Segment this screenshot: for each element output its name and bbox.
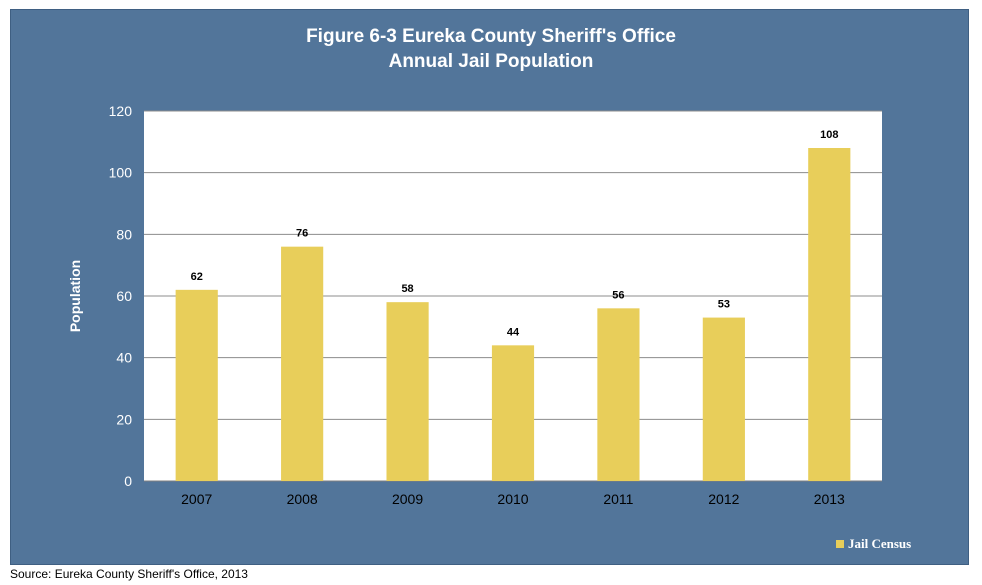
x-tick-label-2011: 2011 [603,491,633,507]
chart-figure: Figure 6-3 Eureka County Sheriff's Offic… [10,9,969,565]
data-label-2008: 76 [296,228,308,240]
legend-label: Jail Census [848,536,911,551]
data-label-2011: 56 [612,289,624,301]
chart-title-line1: Figure 6-3 Eureka County Sheriff's Offic… [306,26,676,47]
legend: Jail Census [836,536,911,551]
x-tick-labels: 2007 2008 2009 2010 2011 2012 2013 [181,491,845,507]
y-tick-label: 0 [124,473,132,489]
bar-2008 [281,246,324,481]
data-label-2007: 62 [191,271,203,283]
data-label-2010: 44 [507,326,520,338]
data-label-2013: 108 [820,129,838,141]
source-note: Source: Eureka County Sheriff's Office, … [10,567,248,581]
bar-2012 [702,317,745,481]
y-tick-labels: 0 20 40 60 80 100 120 [109,103,133,489]
bar-2009 [386,302,429,481]
y-tick-label: 80 [116,226,132,242]
chart-svg: Figure 6-3 Eureka County Sheriff's Offic… [67,26,911,551]
y-tick-label: 40 [116,350,132,366]
x-tick-label-2009: 2009 [392,491,423,507]
y-tick-label: 20 [116,411,132,427]
data-label-2012: 53 [718,299,730,311]
bar-2007 [175,289,218,481]
x-tick-label-2008: 2008 [287,491,318,507]
bars: 62 76 58 44 56 53 108 [175,129,851,481]
legend-swatch [836,540,844,548]
y-axis-label: Population [67,260,83,332]
y-tick-label: 100 [109,165,133,181]
chart-title-line2: Annual Jail Population [389,51,594,72]
x-tick-label-2013: 2013 [814,491,845,507]
bar-2013 [808,148,851,481]
y-tick-label: 120 [109,103,133,119]
x-tick-label-2007: 2007 [181,491,212,507]
bar-2010 [491,345,535,481]
y-tick-label: 60 [116,288,132,304]
x-tick-label-2012: 2012 [708,491,739,507]
bar-2011 [597,308,640,481]
data-label-2009: 58 [401,283,413,295]
x-tick-label-2010: 2010 [497,491,528,507]
